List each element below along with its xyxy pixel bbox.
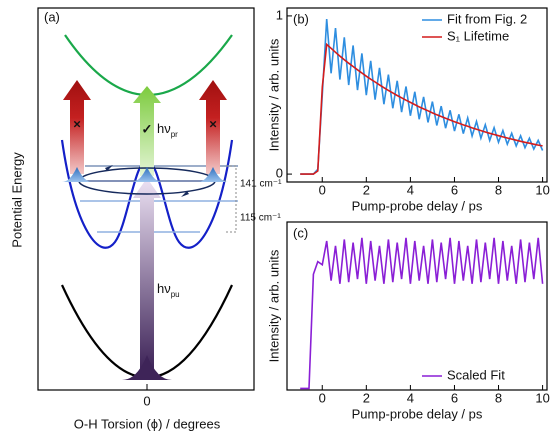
probe-label: hνpr bbox=[157, 121, 178, 138]
series-line bbox=[300, 237, 544, 390]
blocked-mark: × bbox=[73, 116, 81, 131]
frame bbox=[37, 7, 255, 391]
x-tick-label: 10 bbox=[535, 182, 549, 197]
series-line bbox=[300, 42, 543, 175]
y-label: Potential Energy bbox=[9, 152, 24, 248]
pump-sub: pu bbox=[171, 290, 180, 299]
legend-label: Scaled Fit bbox=[447, 367, 505, 382]
blocked-arrow bbox=[63, 80, 91, 174]
pump-label: hνpu bbox=[157, 281, 180, 298]
allowed-mark: ✓ bbox=[142, 121, 153, 136]
legend-label: S₁ Lifetime bbox=[447, 28, 509, 43]
panel-label: (a) bbox=[44, 9, 60, 24]
x-tick-label: 0 bbox=[143, 393, 150, 408]
probe-main: hν bbox=[157, 121, 171, 136]
wavepacket bbox=[132, 167, 162, 182]
y-label: Intensity / arb. units bbox=[266, 249, 281, 362]
frame bbox=[286, 7, 548, 183]
pump-arrow bbox=[133, 178, 161, 370]
y-tick-label: 0 bbox=[276, 166, 283, 181]
x-label: Pump-probe delay / ps bbox=[352, 406, 483, 421]
pump-main: hν bbox=[157, 281, 171, 296]
x-tick-label: 2 bbox=[363, 390, 370, 405]
y-tick-label: 1 bbox=[276, 7, 283, 22]
frame bbox=[286, 221, 548, 391]
gap-label: 115 cm⁻¹ bbox=[240, 213, 281, 224]
x-tick-label: 10 bbox=[535, 390, 549, 405]
x-tick-label: 4 bbox=[407, 182, 414, 197]
ground-wavepacket bbox=[122, 355, 172, 380]
x-label: Pump-probe delay / ps bbox=[352, 198, 483, 213]
panel-label: (c) bbox=[293, 225, 308, 240]
bracket bbox=[226, 165, 237, 233]
panel-a: (a) Potential Energy 0 O-H Torsion (ϕ) /… bbox=[9, 7, 282, 431]
wavepacket bbox=[198, 167, 228, 182]
x-tick-label: 8 bbox=[495, 182, 502, 197]
x-tick-label: 2 bbox=[363, 182, 370, 197]
x-tick-label: 6 bbox=[451, 182, 458, 197]
gap-label: 141 cm⁻¹ bbox=[240, 179, 282, 190]
probe-arrow bbox=[133, 86, 161, 176]
y-label: Intensity / arb. units bbox=[266, 38, 281, 151]
x-tick-label: 0 bbox=[319, 390, 326, 405]
blocked-arrow bbox=[199, 80, 227, 174]
panel-label: (b) bbox=[293, 11, 309, 26]
x-tick-label: 0 bbox=[319, 182, 326, 197]
x-tick-label: 8 bbox=[495, 390, 502, 405]
blocked-mark: × bbox=[209, 116, 217, 131]
wavepacket bbox=[62, 167, 92, 182]
x-tick-label: 6 bbox=[451, 390, 458, 405]
probe-sub: pr bbox=[171, 130, 178, 139]
x-tick-label: 4 bbox=[407, 390, 414, 405]
s2-potential bbox=[64, 34, 233, 97]
x-label: O-H Torsion (ϕ) / degrees bbox=[74, 416, 221, 431]
legend-label: Fit from Fig. 2 bbox=[447, 11, 527, 26]
